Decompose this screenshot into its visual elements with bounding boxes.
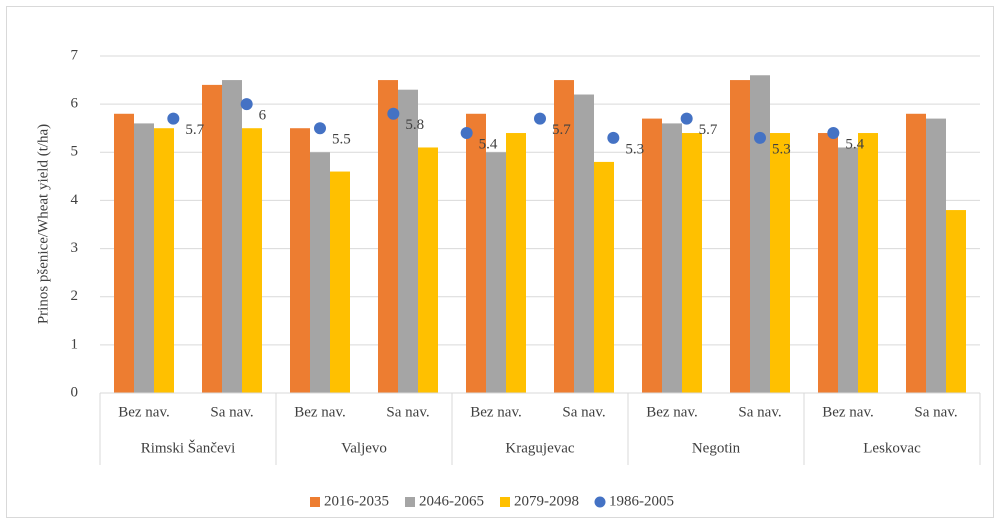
bar: [770, 133, 790, 393]
x-tick-label: Bez nav.: [646, 404, 698, 420]
x-tick-label: Bez nav.: [294, 404, 346, 420]
point: [460, 127, 473, 140]
x-tick-label: Bez nav.: [822, 404, 874, 420]
bar: [594, 161, 614, 393]
bar: [418, 147, 438, 393]
bar: [466, 113, 486, 394]
data-label: 5.7: [699, 122, 718, 138]
bar: [134, 123, 154, 394]
bar: [662, 123, 682, 394]
y-tick-label: 5: [71, 144, 79, 160]
data-label: 5.4: [845, 136, 864, 152]
point: [240, 98, 253, 111]
bar: [554, 80, 574, 394]
x-tick-label: Sa nav.: [210, 404, 253, 420]
bar: [486, 152, 506, 393]
bar: [946, 210, 966, 393]
bar: [310, 152, 330, 393]
group-label: Leskovac: [863, 440, 921, 456]
bar: [242, 128, 262, 393]
y-axis-label: Prinos pšenice/Wheat yield (t/ha): [35, 124, 51, 324]
bar: [906, 113, 926, 394]
bar: [330, 171, 350, 393]
data-label: 5.8: [405, 117, 424, 133]
x-tick-label: Sa nav.: [386, 404, 429, 420]
x-tick-label: Sa nav.: [738, 404, 781, 420]
x-tick-label: Bez nav.: [470, 404, 522, 420]
bar: [642, 118, 662, 393]
bar: [506, 133, 526, 393]
group-label: Rimski Šančevi: [141, 439, 236, 456]
point: [827, 127, 840, 140]
bar: [398, 89, 418, 393]
bar: [926, 118, 946, 393]
legend-swatch: [310, 497, 320, 507]
point: [387, 107, 400, 120]
y-tick-label: 4: [71, 192, 79, 208]
bar: [154, 128, 174, 393]
bar: [818, 133, 838, 393]
x-tick-label: Sa nav.: [562, 404, 605, 420]
y-tick-label: 3: [71, 240, 79, 256]
group-label: Valjevo: [341, 440, 387, 456]
y-tick-label: 0: [71, 384, 79, 400]
point: [314, 122, 326, 135]
y-tick-label: 1: [71, 336, 79, 352]
legend-label: 2016-2035: [324, 493, 389, 509]
y-tick-label: 7: [71, 47, 79, 63]
legend-swatch: [594, 496, 606, 508]
legend-label: 1986-2005: [609, 493, 674, 509]
y-tick-label: 2: [71, 288, 79, 304]
bar: [222, 80, 242, 394]
bar: [290, 128, 310, 393]
point: [754, 131, 766, 144]
bar: [750, 75, 770, 393]
legend-label: 2046-2065: [419, 493, 484, 509]
bar: [682, 133, 702, 393]
legend-swatch: [405, 497, 415, 507]
data-label: 5.4: [479, 136, 498, 152]
point: [680, 112, 693, 125]
legend-label: 2079-2098: [514, 493, 579, 509]
data-label: 5.3: [625, 141, 644, 157]
data-label: 5.5: [332, 132, 351, 148]
bar: [378, 80, 398, 394]
group-label: Kragujevac: [505, 440, 574, 456]
bar: [858, 133, 878, 393]
y-tick-label: 6: [71, 96, 79, 112]
bar: [574, 94, 594, 393]
x-tick-label: Bez nav.: [118, 404, 170, 420]
bar: [114, 113, 134, 394]
data-label: 5.7: [552, 122, 571, 138]
x-tick-label: Sa nav.: [914, 404, 957, 420]
data-label: 6: [259, 108, 267, 124]
bar: [838, 147, 858, 393]
point: [607, 131, 620, 144]
point: [167, 112, 180, 125]
bar: [730, 80, 750, 394]
bar: [202, 84, 222, 393]
point: [534, 112, 546, 125]
legend-swatch: [500, 497, 510, 507]
data-label: 5.3: [772, 141, 791, 157]
group-label: Negotin: [692, 440, 741, 456]
data-label: 5.7: [185, 122, 204, 138]
